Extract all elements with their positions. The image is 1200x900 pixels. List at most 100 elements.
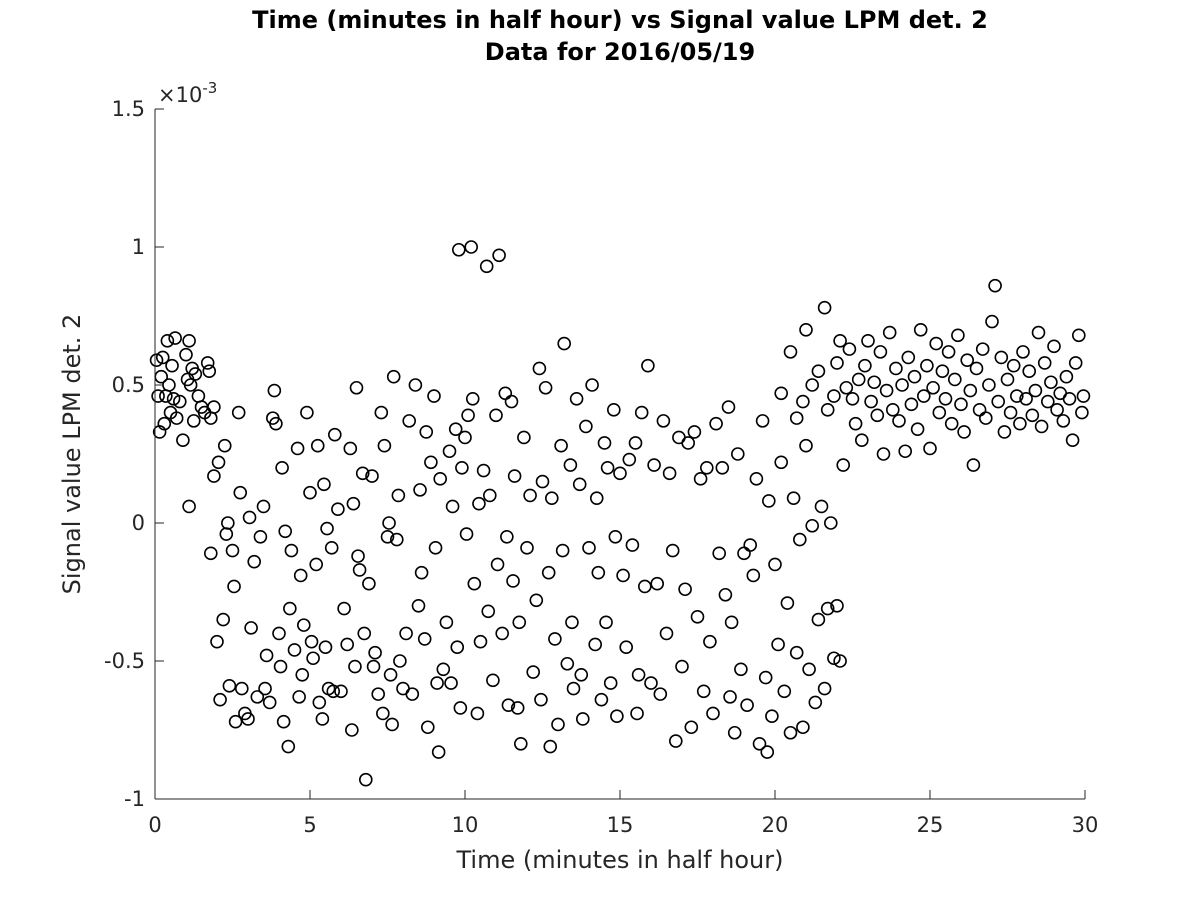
y-tick-label: 1	[132, 235, 145, 259]
data-point	[681, 436, 696, 450]
data-point	[1076, 389, 1091, 403]
data-point	[777, 684, 792, 699]
data-point	[207, 400, 221, 414]
data-point	[453, 701, 468, 715]
data-point	[221, 516, 235, 530]
data-point	[786, 491, 801, 505]
data-point	[337, 601, 351, 616]
data-point	[275, 460, 289, 475]
data-point	[348, 659, 362, 674]
data-point	[393, 654, 407, 668]
data-point	[589, 491, 604, 505]
data-point	[684, 720, 699, 735]
data-point	[1068, 356, 1083, 370]
data-point	[345, 723, 359, 737]
data-point	[814, 499, 829, 514]
data-point	[1000, 372, 1015, 387]
data-point	[210, 634, 224, 649]
data-point	[504, 394, 519, 409]
data-point	[616, 568, 630, 583]
data-point	[1072, 328, 1086, 343]
data-point	[932, 405, 947, 420]
data-point	[740, 698, 754, 712]
data-point	[408, 378, 423, 392]
data-point	[358, 772, 373, 787]
data-point	[368, 645, 382, 660]
data-point	[885, 403, 900, 417]
data-point	[920, 358, 934, 373]
data-point	[473, 634, 488, 649]
data-point	[749, 472, 764, 486]
data-point	[317, 477, 331, 492]
data-point	[461, 408, 475, 423]
data-point	[585, 378, 599, 392]
data-point	[724, 615, 739, 630]
data-point	[637, 579, 652, 594]
data-point	[820, 403, 835, 417]
data-point	[870, 408, 885, 423]
y-axis-label: Signal value LPM det. 2	[58, 314, 86, 595]
data-point	[267, 383, 282, 398]
data-point	[455, 460, 469, 475]
x-ticks: 0 5 10 15 20 25 30	[148, 790, 1098, 837]
data-point	[895, 378, 909, 392]
data-point	[419, 425, 434, 439]
data-point	[352, 563, 367, 577]
data-point	[631, 667, 646, 682]
data-point	[278, 524, 293, 539]
data-point	[517, 430, 531, 445]
data-point	[963, 383, 978, 398]
data-point	[470, 706, 485, 721]
data-point	[972, 403, 987, 417]
data-point	[929, 336, 944, 351]
data-point	[315, 712, 330, 726]
data-point	[269, 416, 283, 431]
data-point	[259, 648, 274, 663]
data-point	[746, 568, 761, 583]
y-ticks: -1 -0.5 0 0.5 1 1.5	[104, 97, 164, 811]
data-point	[554, 438, 568, 453]
data-point	[225, 543, 240, 558]
data-point	[734, 662, 748, 677]
chart-subtitle: Data for 2016/05/19	[485, 38, 755, 66]
data-point	[718, 587, 733, 602]
data-point	[169, 411, 184, 425]
data-point	[166, 391, 181, 406]
data-point	[923, 441, 937, 456]
data-point	[283, 601, 297, 616]
data-point	[606, 403, 621, 417]
data-point	[310, 438, 325, 453]
data-point	[1016, 345, 1030, 359]
data-point	[431, 745, 446, 759]
data-point	[490, 557, 505, 572]
data-point	[789, 645, 804, 660]
data-point	[839, 380, 854, 395]
data-point	[1041, 394, 1055, 409]
data-point	[957, 425, 971, 439]
data-point	[653, 687, 668, 701]
data-point	[247, 554, 261, 569]
data-point	[272, 626, 286, 641]
data-point	[774, 386, 789, 401]
data-point	[334, 684, 348, 699]
data-point	[848, 416, 863, 431]
data-point	[428, 541, 443, 555]
data-point	[287, 643, 302, 657]
data-point	[211, 455, 226, 470]
data-point	[362, 576, 376, 591]
data-point	[687, 425, 702, 439]
data-point	[634, 405, 649, 420]
data-point	[1075, 405, 1089, 420]
data-point	[792, 532, 807, 547]
y-tick-label: -0.5	[104, 649, 145, 673]
data-point	[219, 527, 234, 541]
svg-text:×10-3: ×10-3	[158, 79, 217, 107]
data-point	[173, 394, 187, 409]
data-point	[557, 336, 572, 351]
data-point	[768, 557, 782, 572]
data-point	[191, 389, 206, 403]
data-point	[320, 521, 334, 536]
data-point	[340, 637, 355, 652]
data-point	[727, 725, 742, 740]
data-point	[318, 640, 333, 655]
